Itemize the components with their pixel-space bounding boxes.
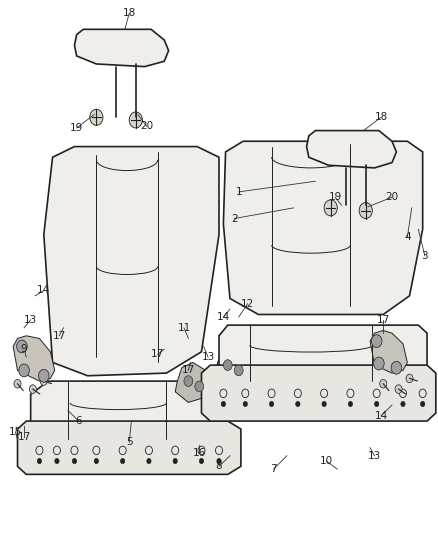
Circle shape xyxy=(29,385,36,393)
Circle shape xyxy=(55,458,59,464)
Text: 1: 1 xyxy=(235,187,242,197)
Circle shape xyxy=(371,335,382,348)
Text: 5: 5 xyxy=(126,438,133,447)
Text: 7: 7 xyxy=(270,464,277,474)
Circle shape xyxy=(17,340,27,353)
Polygon shape xyxy=(13,336,55,381)
Text: 17: 17 xyxy=(377,315,390,325)
Text: 14: 14 xyxy=(217,312,230,322)
Circle shape xyxy=(296,401,300,407)
Circle shape xyxy=(380,379,387,388)
Text: 4: 4 xyxy=(404,232,411,242)
Text: 17: 17 xyxy=(182,366,195,375)
Circle shape xyxy=(94,458,99,464)
Text: 19: 19 xyxy=(328,192,342,202)
Circle shape xyxy=(223,360,232,370)
Circle shape xyxy=(374,401,379,407)
Text: 18: 18 xyxy=(374,112,388,122)
Circle shape xyxy=(19,364,29,377)
Circle shape xyxy=(401,401,405,407)
Text: 16: 16 xyxy=(193,448,206,458)
Circle shape xyxy=(391,361,402,374)
Circle shape xyxy=(221,401,226,407)
Circle shape xyxy=(269,401,274,407)
Circle shape xyxy=(14,379,21,388)
Circle shape xyxy=(395,385,402,393)
Circle shape xyxy=(120,458,125,464)
Polygon shape xyxy=(175,362,210,402)
Text: 20: 20 xyxy=(385,192,399,202)
Polygon shape xyxy=(31,381,223,440)
Text: 17: 17 xyxy=(18,432,31,442)
Polygon shape xyxy=(74,29,169,67)
Circle shape xyxy=(147,458,151,464)
Text: 2: 2 xyxy=(231,214,238,223)
Polygon shape xyxy=(44,147,219,376)
Text: 17: 17 xyxy=(53,331,66,341)
Polygon shape xyxy=(223,141,423,314)
Text: 13: 13 xyxy=(201,352,215,362)
Circle shape xyxy=(234,365,243,376)
Text: 13: 13 xyxy=(24,315,37,325)
Text: 20: 20 xyxy=(140,122,153,131)
Text: 11: 11 xyxy=(177,323,191,333)
Circle shape xyxy=(37,458,42,464)
Text: 14: 14 xyxy=(37,286,50,295)
Circle shape xyxy=(199,458,204,464)
Circle shape xyxy=(324,200,337,216)
Text: 19: 19 xyxy=(70,123,83,133)
Circle shape xyxy=(243,401,247,407)
Circle shape xyxy=(359,203,372,219)
Circle shape xyxy=(184,376,193,386)
Polygon shape xyxy=(201,365,436,421)
Circle shape xyxy=(129,112,142,128)
Circle shape xyxy=(322,401,326,407)
Circle shape xyxy=(348,401,353,407)
Text: 8: 8 xyxy=(215,462,223,471)
Text: 10: 10 xyxy=(320,456,333,466)
Circle shape xyxy=(195,381,204,392)
Text: 15: 15 xyxy=(9,427,22,437)
Circle shape xyxy=(40,377,47,385)
Text: 9: 9 xyxy=(21,344,28,354)
Polygon shape xyxy=(219,325,427,381)
Polygon shape xyxy=(370,330,407,373)
Text: 17: 17 xyxy=(151,350,164,359)
Text: 13: 13 xyxy=(368,451,381,461)
Text: 12: 12 xyxy=(241,299,254,309)
Circle shape xyxy=(217,458,221,464)
Polygon shape xyxy=(307,131,396,168)
Circle shape xyxy=(90,109,103,125)
Polygon shape xyxy=(18,421,241,474)
Circle shape xyxy=(39,369,49,382)
Text: 6: 6 xyxy=(75,416,82,426)
Circle shape xyxy=(72,458,77,464)
Circle shape xyxy=(173,458,177,464)
Circle shape xyxy=(374,357,384,370)
Text: 14: 14 xyxy=(374,411,388,421)
Text: 18: 18 xyxy=(123,9,136,18)
Circle shape xyxy=(420,401,425,407)
Circle shape xyxy=(406,374,413,383)
Polygon shape xyxy=(215,346,250,386)
Text: 3: 3 xyxy=(421,251,428,261)
